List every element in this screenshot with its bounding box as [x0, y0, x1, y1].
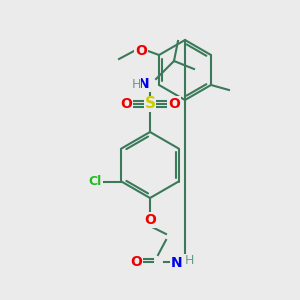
Text: H: H — [184, 254, 194, 268]
Text: N: N — [171, 256, 183, 270]
Text: H: H — [131, 77, 141, 91]
Text: O: O — [135, 44, 147, 58]
Text: S: S — [145, 97, 155, 112]
Text: O: O — [120, 97, 132, 111]
Text: N: N — [138, 77, 150, 91]
Text: O: O — [130, 255, 142, 269]
Text: Cl: Cl — [89, 175, 102, 188]
Text: O: O — [144, 213, 156, 227]
Text: O: O — [168, 97, 180, 111]
